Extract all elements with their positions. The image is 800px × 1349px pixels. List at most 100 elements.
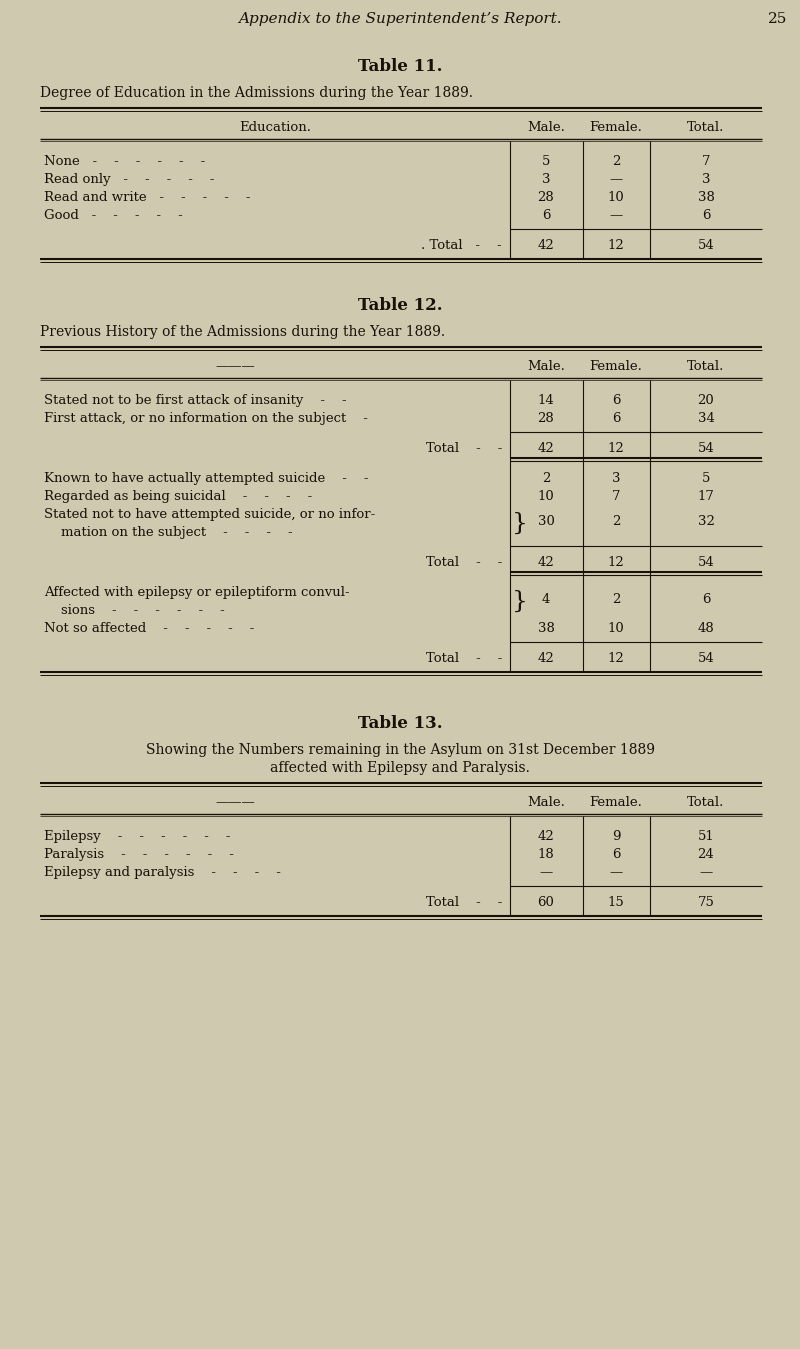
Text: Table 11.: Table 11. bbox=[358, 58, 442, 76]
Text: 38: 38 bbox=[698, 192, 714, 204]
Text: 6: 6 bbox=[612, 394, 620, 407]
Text: 75: 75 bbox=[698, 896, 714, 909]
Text: ———: ——— bbox=[215, 360, 255, 374]
Text: 6: 6 bbox=[702, 594, 710, 606]
Text: 6: 6 bbox=[542, 209, 550, 223]
Text: 3: 3 bbox=[542, 173, 550, 186]
Text: 42: 42 bbox=[538, 652, 554, 665]
Text: 42: 42 bbox=[538, 556, 554, 569]
Text: Total.: Total. bbox=[687, 360, 725, 374]
Text: 12: 12 bbox=[608, 239, 624, 252]
Text: Total.: Total. bbox=[687, 121, 725, 134]
Text: —: — bbox=[610, 866, 622, 880]
Text: 3: 3 bbox=[702, 173, 710, 186]
Text: 2: 2 bbox=[612, 155, 620, 169]
Text: Stated not to have attempted suicide, or no infor-: Stated not to have attempted suicide, or… bbox=[44, 509, 375, 521]
Text: Female.: Female. bbox=[590, 121, 642, 134]
Text: 17: 17 bbox=[698, 490, 714, 503]
Text: mation on the subject    -    -    -    -: mation on the subject - - - - bbox=[44, 526, 293, 540]
Text: None   -    -    -    -    -    -: None - - - - - - bbox=[44, 155, 206, 169]
Text: Not so affected    -    -    -    -    -: Not so affected - - - - - bbox=[44, 622, 254, 635]
Text: Previous History of the Admissions during the Year 1889.: Previous History of the Admissions durin… bbox=[40, 325, 445, 339]
Text: 60: 60 bbox=[538, 896, 554, 909]
Text: 10: 10 bbox=[538, 490, 554, 503]
Text: affected with Epilepsy and Paralysis.: affected with Epilepsy and Paralysis. bbox=[270, 761, 530, 774]
Text: Paralysis    -    -    -    -    -    -: Paralysis - - - - - - bbox=[44, 849, 234, 861]
Text: 28: 28 bbox=[538, 192, 554, 204]
Text: 34: 34 bbox=[698, 411, 714, 425]
Text: 4: 4 bbox=[542, 594, 550, 606]
Text: 6: 6 bbox=[612, 849, 620, 861]
Text: Degree of Education in the Admissions during the Year 1889.: Degree of Education in the Admissions du… bbox=[40, 86, 473, 100]
Text: 42: 42 bbox=[538, 830, 554, 843]
Text: 6: 6 bbox=[702, 209, 710, 223]
Text: 42: 42 bbox=[538, 239, 554, 252]
Text: First attack, or no information on the subject    -: First attack, or no information on the s… bbox=[44, 411, 368, 425]
Text: Epilepsy    -    -    -    -    -    -: Epilepsy - - - - - - bbox=[44, 830, 230, 843]
Text: 7: 7 bbox=[612, 490, 620, 503]
Text: 48: 48 bbox=[698, 622, 714, 635]
Text: ———: ——— bbox=[215, 796, 255, 809]
Text: Male.: Male. bbox=[527, 360, 565, 374]
Text: Showing the Numbers remaining in the Asylum on 31st December 1889: Showing the Numbers remaining in the Asy… bbox=[146, 743, 654, 757]
Text: 51: 51 bbox=[698, 830, 714, 843]
Text: 2: 2 bbox=[612, 594, 620, 606]
Text: —: — bbox=[539, 866, 553, 880]
Text: Read only   -    -    -    -    -: Read only - - - - - bbox=[44, 173, 214, 186]
Text: 25: 25 bbox=[768, 12, 787, 26]
Text: Female.: Female. bbox=[590, 360, 642, 374]
Text: 7: 7 bbox=[702, 155, 710, 169]
Text: 15: 15 bbox=[608, 896, 624, 909]
Text: 18: 18 bbox=[538, 849, 554, 861]
Text: 14: 14 bbox=[538, 394, 554, 407]
Text: 12: 12 bbox=[608, 652, 624, 665]
Text: 54: 54 bbox=[698, 239, 714, 252]
Text: 3: 3 bbox=[612, 472, 620, 486]
Text: 12: 12 bbox=[608, 556, 624, 569]
Text: Male.: Male. bbox=[527, 796, 565, 809]
Text: Total    -    -: Total - - bbox=[426, 896, 502, 909]
Text: 10: 10 bbox=[608, 622, 624, 635]
Text: Table 12.: Table 12. bbox=[358, 297, 442, 314]
Text: Epilepsy and paralysis    -    -    -    -: Epilepsy and paralysis - - - - bbox=[44, 866, 281, 880]
Text: Total.: Total. bbox=[687, 796, 725, 809]
Text: Read and write   -    -    -    -    -: Read and write - - - - - bbox=[44, 192, 250, 204]
Text: 28: 28 bbox=[538, 411, 554, 425]
Text: Total    -    -: Total - - bbox=[426, 652, 502, 665]
Text: 6: 6 bbox=[612, 411, 620, 425]
Text: 2: 2 bbox=[542, 472, 550, 486]
Text: Known to have actually attempted suicide    -    -: Known to have actually attempted suicide… bbox=[44, 472, 369, 486]
Text: Total    -    -: Total - - bbox=[426, 556, 502, 569]
Text: }: } bbox=[512, 590, 528, 612]
Text: 24: 24 bbox=[698, 849, 714, 861]
Text: 12: 12 bbox=[608, 442, 624, 455]
Text: —: — bbox=[699, 866, 713, 880]
Text: 30: 30 bbox=[538, 515, 554, 527]
Text: Male.: Male. bbox=[527, 121, 565, 134]
Text: Table 13.: Table 13. bbox=[358, 715, 442, 733]
Text: Stated not to be first attack of insanity    -    -: Stated not to be first attack of insanit… bbox=[44, 394, 346, 407]
Text: sions    -    -    -    -    -    -: sions - - - - - - bbox=[44, 604, 225, 616]
Text: 32: 32 bbox=[698, 515, 714, 527]
Text: 2: 2 bbox=[612, 515, 620, 527]
Text: Appendix to the Superintendent’s Report.: Appendix to the Superintendent’s Report. bbox=[238, 12, 562, 26]
Text: Total    -    -: Total - - bbox=[426, 442, 502, 455]
Text: }: } bbox=[512, 513, 528, 536]
Text: 9: 9 bbox=[612, 830, 620, 843]
Text: 38: 38 bbox=[538, 622, 554, 635]
Text: 20: 20 bbox=[698, 394, 714, 407]
Text: 5: 5 bbox=[702, 472, 710, 486]
Text: —: — bbox=[610, 173, 622, 186]
Text: Regarded as being suicidal    -    -    -    -: Regarded as being suicidal - - - - bbox=[44, 490, 312, 503]
Text: 54: 54 bbox=[698, 556, 714, 569]
Text: . Total   -    -: . Total - - bbox=[422, 239, 502, 252]
Text: —: — bbox=[610, 209, 622, 223]
Text: 5: 5 bbox=[542, 155, 550, 169]
Text: 54: 54 bbox=[698, 442, 714, 455]
Text: Female.: Female. bbox=[590, 796, 642, 809]
Text: Education.: Education. bbox=[239, 121, 311, 134]
Text: 54: 54 bbox=[698, 652, 714, 665]
Text: Affected with epilepsy or epileptiform convul-: Affected with epilepsy or epileptiform c… bbox=[44, 585, 350, 599]
Text: 42: 42 bbox=[538, 442, 554, 455]
Text: Good   -    -    -    -    -: Good - - - - - bbox=[44, 209, 182, 223]
